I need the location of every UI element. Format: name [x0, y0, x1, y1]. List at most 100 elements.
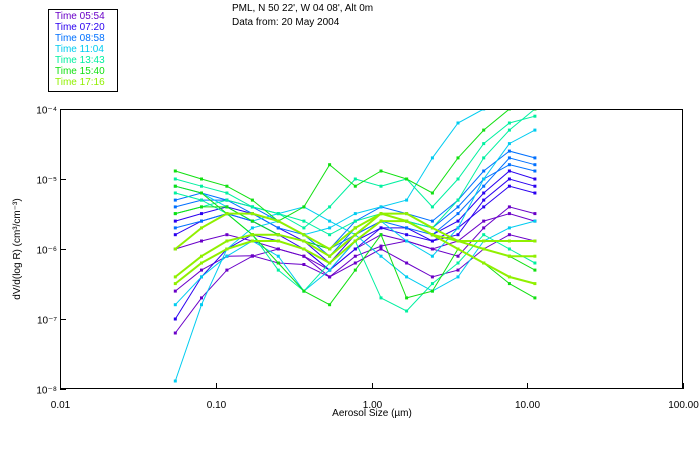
- data-point: [456, 247, 460, 251]
- data-point: [507, 177, 511, 181]
- data-point: [405, 198, 409, 202]
- data-point: [405, 219, 409, 223]
- data-point: [430, 247, 434, 251]
- chart-title: PML, N 50 22', W 04 08', Alt 0m: [232, 3, 374, 14]
- data-point: [533, 261, 537, 265]
- data-point: [430, 156, 434, 160]
- legend-item: Time 05:54: [55, 11, 105, 22]
- data-point: [173, 282, 177, 286]
- data-point: [302, 226, 306, 230]
- data-point: [456, 226, 460, 230]
- data-point: [507, 156, 511, 160]
- legend-item: Time 07:20: [55, 22, 105, 33]
- data-point: [302, 205, 306, 209]
- data-point: [225, 233, 229, 237]
- data-point: [353, 219, 357, 223]
- data-point: [456, 268, 460, 272]
- y-tick-label: 10⁻⁶: [36, 246, 57, 257]
- data-point: [250, 212, 254, 216]
- data-point: [173, 212, 177, 216]
- data-point: [200, 219, 203, 223]
- data-point: [507, 184, 511, 188]
- data-point: [173, 317, 177, 321]
- data-point: [225, 184, 229, 188]
- data-point: [200, 296, 203, 300]
- data-point: [200, 184, 203, 188]
- data-point: [328, 303, 332, 307]
- data-point: [173, 289, 177, 293]
- data-point: [225, 247, 229, 251]
- data-point: [353, 184, 357, 188]
- data-point: [507, 205, 511, 209]
- data-point: [302, 233, 306, 237]
- data-point: [507, 247, 511, 251]
- data-point: [173, 379, 177, 383]
- data-point: [379, 226, 383, 230]
- x-tick-label: 0.10: [207, 400, 227, 411]
- data-point: [533, 268, 537, 272]
- data-point: [173, 169, 177, 173]
- data-point: [482, 142, 486, 146]
- data-point: [276, 239, 280, 243]
- series-1716: [173, 212, 537, 286]
- data-point: [430, 254, 434, 258]
- data-point: [302, 263, 306, 266]
- data-point: [456, 261, 460, 265]
- data-point: [507, 226, 511, 230]
- data-point: [456, 275, 460, 279]
- data-point: [507, 275, 511, 279]
- data-point: [456, 177, 460, 181]
- data-point: [173, 233, 177, 237]
- series-1540: [173, 109, 537, 223]
- data-point: [200, 239, 203, 243]
- data-point: [533, 128, 537, 132]
- data-point: [200, 261, 203, 265]
- data-point: [507, 128, 511, 132]
- data-point: [302, 239, 306, 243]
- x-axis-label: Aerosol Size (µm): [332, 408, 412, 419]
- data-point: [225, 198, 229, 202]
- data-point: [405, 261, 409, 265]
- data-point: [328, 268, 332, 272]
- data-point: [507, 121, 511, 125]
- data-point: [507, 233, 511, 237]
- data-point: [405, 296, 409, 300]
- data-point: [200, 205, 203, 209]
- data-point: [430, 239, 434, 243]
- data-point: [353, 226, 357, 230]
- data-point: [200, 275, 203, 279]
- data-point: [173, 303, 177, 307]
- data-point: [405, 226, 409, 230]
- data-point: [200, 191, 203, 195]
- data-point: [276, 254, 280, 258]
- data-point: [200, 226, 203, 230]
- data-point: [405, 212, 409, 216]
- data-point: [456, 156, 460, 160]
- data-point: [482, 205, 486, 209]
- data-point: [482, 177, 486, 181]
- data-point: [507, 142, 511, 146]
- y-tick-label: 10⁻⁸: [36, 386, 57, 397]
- data-point: [302, 289, 306, 293]
- data-point: [533, 219, 537, 223]
- series-1343: [173, 191, 537, 313]
- data-point: [379, 254, 383, 258]
- data-point: [276, 247, 280, 251]
- data-point: [173, 331, 177, 335]
- data-point: [430, 191, 434, 195]
- data-point: [250, 254, 254, 258]
- data-point: [533, 184, 537, 188]
- data-point: [405, 309, 409, 313]
- y-tick-label: 10⁻⁷: [37, 316, 57, 327]
- data-point: [225, 268, 229, 272]
- data-point: [353, 254, 357, 258]
- chart-subtitle: Data from: 20 May 2004: [232, 17, 340, 28]
- data-point: [507, 149, 511, 153]
- series-line: [174, 129, 536, 306]
- data-point: [328, 163, 332, 167]
- data-point: [430, 289, 434, 293]
- data-point: [173, 177, 177, 181]
- data-point: [533, 177, 537, 181]
- data-point: [173, 184, 177, 188]
- data-point: [225, 205, 229, 209]
